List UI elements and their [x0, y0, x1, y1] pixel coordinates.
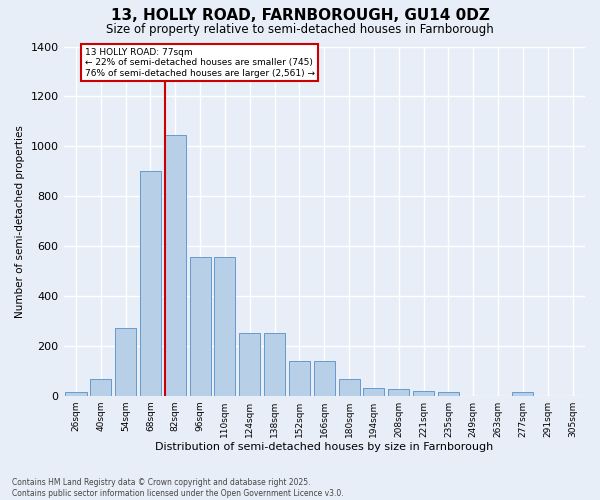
Text: 13, HOLLY ROAD, FARNBOROUGH, GU14 0DZ: 13, HOLLY ROAD, FARNBOROUGH, GU14 0DZ	[110, 8, 490, 22]
Bar	[289, 361, 310, 396]
Y-axis label: Number of semi-detached properties: Number of semi-detached properties	[15, 124, 25, 318]
Bar	[90, 380, 112, 396]
Bar	[239, 334, 260, 396]
Bar	[388, 390, 409, 396]
Bar	[115, 328, 136, 396]
X-axis label: Distribution of semi-detached houses by size in Farnborough: Distribution of semi-detached houses by …	[155, 442, 493, 452]
Bar	[512, 392, 533, 396]
Text: Contains HM Land Registry data © Crown copyright and database right 2025.
Contai: Contains HM Land Registry data © Crown c…	[12, 478, 344, 498]
Bar	[214, 258, 235, 396]
Bar	[338, 380, 359, 396]
Bar	[264, 334, 285, 396]
Bar	[413, 390, 434, 396]
Bar	[165, 135, 186, 396]
Bar	[190, 258, 211, 396]
Text: 13 HOLLY ROAD: 77sqm
← 22% of semi-detached houses are smaller (745)
76% of semi: 13 HOLLY ROAD: 77sqm ← 22% of semi-detac…	[85, 48, 314, 78]
Bar	[314, 361, 335, 396]
Bar	[438, 392, 459, 396]
Bar	[364, 388, 385, 396]
Bar	[65, 392, 86, 396]
Bar	[140, 171, 161, 396]
Text: Size of property relative to semi-detached houses in Farnborough: Size of property relative to semi-detach…	[106, 22, 494, 36]
